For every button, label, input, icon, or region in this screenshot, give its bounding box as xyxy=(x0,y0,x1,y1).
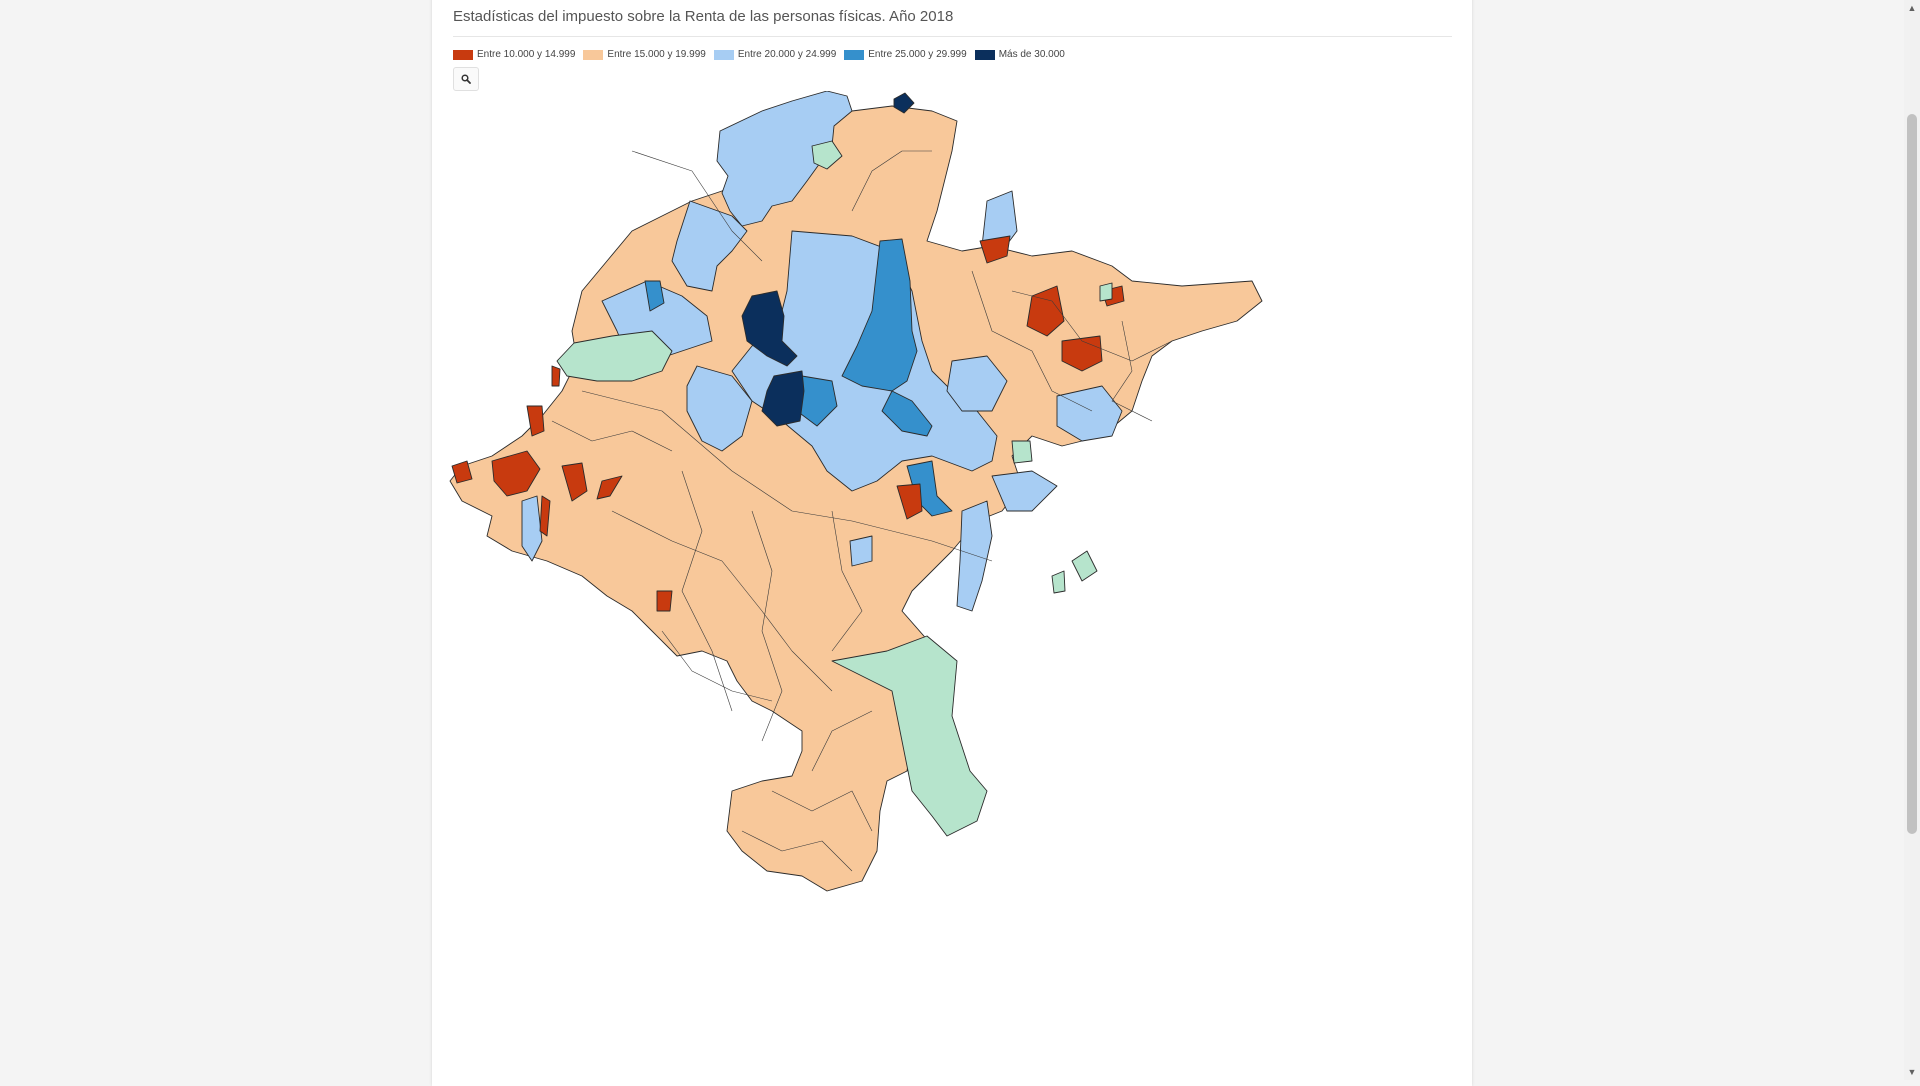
region-green-east-3[interactable] xyxy=(1011,440,1033,464)
region-red-west-3[interactable] xyxy=(526,405,545,437)
region-green-south[interactable] xyxy=(831,635,988,837)
legend-item-5[interactable]: Más de 30.000 xyxy=(974,49,1065,60)
region-west-mid[interactable] xyxy=(644,280,665,312)
legend-item-3[interactable]: Entre 20.000 y 24.999 xyxy=(713,49,837,60)
legend-swatch-3 xyxy=(713,49,734,60)
region-red-west-1[interactable] xyxy=(491,450,541,497)
region-green-northeast[interactable] xyxy=(1099,282,1113,302)
region-green-east-2[interactable] xyxy=(1051,570,1066,594)
choropleth-map[interactable] xyxy=(432,91,1472,1081)
scroll-down-arrow-icon[interactable]: ▼ xyxy=(1907,1067,1917,1077)
legend-label-2: Entre 15.000 y 19.999 xyxy=(607,49,706,60)
scrollbar-thumb[interactable] xyxy=(1907,114,1917,834)
region-southeast-blue-strip[interactable] xyxy=(956,500,993,612)
region-red-southwest[interactable] xyxy=(656,590,673,612)
region-central-axis[interactable] xyxy=(841,238,918,392)
region-red-east-1[interactable] xyxy=(1026,285,1065,337)
region-red-northeast[interactable] xyxy=(979,235,1011,264)
legend-item-2[interactable]: Entre 15.000 y 19.999 xyxy=(583,49,706,60)
region-red-west-5[interactable] xyxy=(551,365,561,387)
region-north-tip[interactable] xyxy=(893,92,915,114)
region-central-southeast[interactable] xyxy=(881,390,933,437)
zoom-button[interactable] xyxy=(453,67,479,91)
scroll-up-arrow-icon[interactable]: ▲ xyxy=(1907,3,1917,13)
legend-label-3: Entre 20.000 y 24.999 xyxy=(737,49,837,60)
legend-item-1[interactable]: Entre 10.000 y 14.999 xyxy=(453,49,575,60)
municipal-boundaries xyxy=(551,150,1173,872)
legend-label-4: Entre 25.000 y 29.999 xyxy=(868,49,967,60)
region-north-blue[interactable] xyxy=(716,91,853,227)
region-west-blue-small[interactable] xyxy=(521,495,543,562)
region-pamplona-north[interactable] xyxy=(741,290,798,367)
region-red-west-2[interactable] xyxy=(561,462,588,502)
region-red-south[interactable] xyxy=(896,483,923,520)
region-green-east-1[interactable] xyxy=(1071,550,1098,582)
vertical-scrollbar[interactable]: ▲ ▼ xyxy=(1904,0,1920,1080)
map-subtitle: Estadísticas del impuesto sobre la Renta… xyxy=(453,8,954,25)
region-green-west[interactable] xyxy=(556,330,673,382)
region-green-north[interactable] xyxy=(811,140,843,170)
region-far-east-blue[interactable] xyxy=(1056,385,1123,442)
legend-swatch-4 xyxy=(844,49,865,60)
legend-label-5: Más de 30.000 xyxy=(998,49,1065,60)
region-red-west-7[interactable] xyxy=(539,495,551,537)
search-icon xyxy=(461,74,471,84)
legend-swatch-1 xyxy=(453,49,473,60)
legend-label-1: Entre 10.000 y 14.999 xyxy=(477,49,576,60)
region-pamplona-south[interactable] xyxy=(761,370,805,427)
region-east-blue-2[interactable] xyxy=(991,470,1058,512)
legend-swatch-5 xyxy=(974,49,995,60)
divider xyxy=(453,36,1452,37)
region-red-west-6[interactable] xyxy=(596,475,623,500)
region-east-blue[interactable] xyxy=(946,355,1008,412)
region-northwest-blue[interactable] xyxy=(671,200,748,292)
map-legend: Entre 10.000 y 14.999 Entre 15.000 y 19.… xyxy=(453,49,1073,60)
legend-swatch-2 xyxy=(583,49,604,60)
region-south-blue-small[interactable] xyxy=(849,535,873,567)
map-card: Estadísticas del impuesto sobre la Renta… xyxy=(432,0,1472,1086)
legend-item-4[interactable]: Entre 25.000 y 29.999 xyxy=(844,49,967,60)
region-midwest-blue[interactable] xyxy=(686,365,753,452)
region-red-west-4[interactable] xyxy=(451,460,473,484)
